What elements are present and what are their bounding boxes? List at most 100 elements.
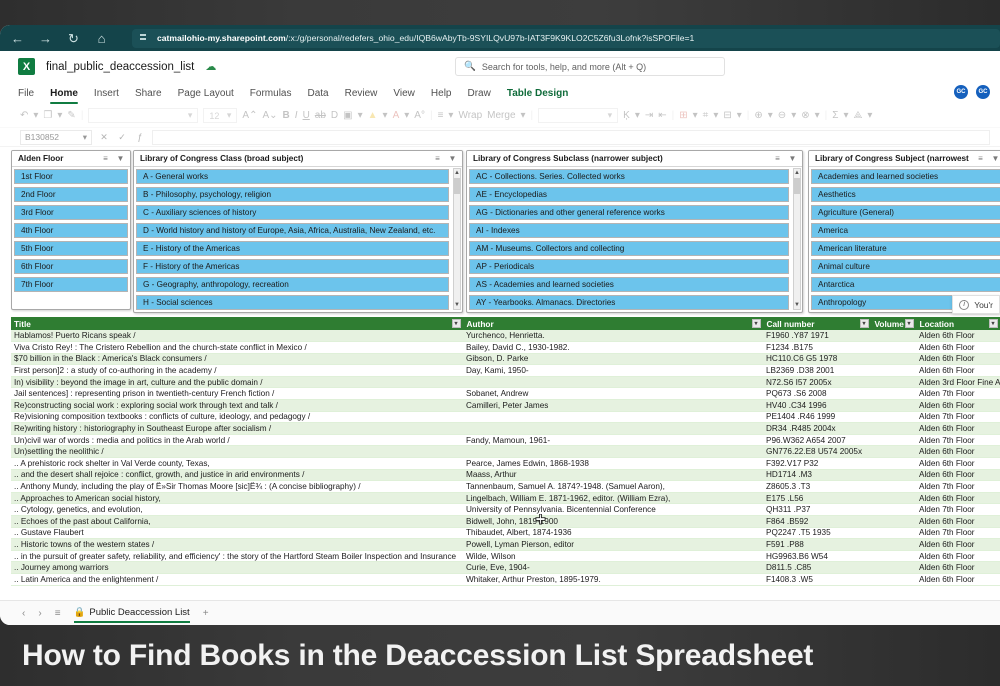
cell-location[interactable]: Alden 3rd Floor Fine Arts (916, 376, 1000, 389)
format-painter-icon[interactable]: ✎ (67, 110, 76, 121)
cell-location[interactable]: Alden 6th Floor (916, 330, 1000, 343)
cell-volume[interactable] (871, 503, 916, 516)
slicer-item[interactable]: AC - Collections. Series. Collected work… (469, 169, 789, 184)
cell-title[interactable]: Re)writing history : historiography in S… (11, 422, 463, 435)
scroll-down-icon[interactable]: ▼ (794, 302, 800, 308)
slicer-item[interactable]: Academies and learned societies (811, 169, 1000, 184)
cell-volume[interactable] (871, 480, 916, 493)
table-row[interactable]: Jail sentences] : representing prison in… (11, 387, 1000, 401)
cell-author[interactable]: Tannenbaum, Samuel A. 1874?-1948. (Samue… (463, 480, 763, 493)
clear-format-icon[interactable]: A° (414, 110, 425, 121)
cell-location[interactable]: Alden 7th Floor (916, 434, 1000, 447)
clear-filter-icon[interactable]: ▼ (788, 154, 797, 163)
cell-call-number[interactable]: D811.5 .C85 (763, 561, 871, 574)
clear-filter-icon[interactable]: ▼ (448, 154, 457, 163)
cell-author[interactable] (463, 411, 763, 424)
add-sheet-icon[interactable]: + (202, 607, 209, 619)
cell-volume[interactable] (871, 434, 916, 447)
column-header-call-number[interactable]: Call number ▾ (763, 317, 872, 330)
cell-volume[interactable] (871, 445, 916, 459)
clear-filter-icon[interactable]: ▼ (991, 154, 1000, 163)
table-row[interactable]: .. A prehistoric rock shelter in Val Ver… (11, 457, 1000, 470)
fill-color-icon[interactable]: ▣ (343, 110, 353, 121)
ribbon-tab-formulas[interactable]: Formulas (249, 87, 292, 99)
table-row[interactable]: .. Echoes of the past about California, B… (11, 515, 1000, 528)
scroll-up-icon[interactable]: ▲ (454, 170, 460, 176)
table-row[interactable]: .. Approaches to American social history… (11, 492, 1000, 505)
cell-location[interactable]: Alden 7th Floor (916, 527, 1000, 540)
formula-input[interactable] (152, 129, 990, 145)
merge-cells-button[interactable]: Merge (487, 110, 516, 121)
cell-call-number[interactable]: GN776.22.E8 U574 2005x (763, 445, 871, 459)
slicer-item[interactable]: B - Philosophy, psychology, religion (136, 187, 449, 202)
clear-icon[interactable]: ⟁ (853, 110, 863, 121)
cell-location[interactable]: Alden 6th Floor (916, 353, 1000, 366)
bold-button[interactable]: B (282, 110, 290, 121)
cell-volume[interactable] (871, 411, 916, 424)
slicer-item[interactable]: 1st Floor (14, 169, 128, 184)
slicer-item[interactable]: American literature (811, 241, 1000, 256)
cell-location[interactable]: Alden 6th Floor (916, 538, 1000, 551)
multi-select-icon[interactable]: ≡ (103, 154, 108, 163)
table-row[interactable]: .. in the pursuit of greater safety, rel… (11, 550, 1000, 563)
column-header-author[interactable]: Author ▾ (463, 317, 764, 330)
table-row[interactable]: Viva Cristo Rey! : The Cristero Rebellio… (11, 341, 1000, 354)
search-box[interactable]: 🔍 Search for tools, help, and more (Alt … (455, 57, 725, 76)
cell-location[interactable]: Alden 6th Floor (916, 515, 1000, 528)
next-sheet-icon[interactable]: › (38, 607, 42, 619)
shrink-font-icon[interactable]: A⌄ (262, 110, 278, 121)
italic-button[interactable]: I (294, 110, 298, 121)
cell-location[interactable]: Alden 6th Floor (916, 492, 1000, 505)
cell-title[interactable]: .. Journey among warriors (11, 561, 463, 574)
slicer-scrollbar[interactable]: ▲ ▼ (793, 168, 801, 310)
table-row[interactable]: .. Latin America and the enlightenment /… (11, 573, 1000, 586)
wrap-text-button[interactable]: Wrap (458, 110, 483, 121)
cell-location[interactable]: Alden 6th Floor (916, 457, 1000, 470)
column-filter-icon[interactable]: ▾ (859, 319, 869, 328)
cell-author[interactable]: Yurchenco, Henrietta. (463, 330, 763, 343)
scrollbar-thumb[interactable] (454, 178, 460, 194)
site-info-icon[interactable] (140, 33, 150, 43)
cell-location[interactable]: Alden 6th Floor (916, 399, 1000, 412)
cell-call-number[interactable]: PQ2247 .T5 1935 (763, 527, 871, 540)
cell-author[interactable]: Bailey, David C., 1930-1982. (463, 341, 763, 354)
cell-location[interactable]: Alden 6th Floor (916, 341, 1000, 354)
insert-function-icon[interactable]: ƒ (137, 132, 143, 142)
ribbon-tab-review[interactable]: Review (344, 87, 378, 99)
slicer-item[interactable]: AY - Yearbooks. Almanacs. Directories (469, 295, 789, 310)
cell-title[interactable]: Hablamos! Puerto Ricans speak / (11, 330, 463, 343)
cell-location[interactable]: Alden 7th Floor (916, 411, 1000, 424)
all-sheets-icon[interactable]: ≡ (54, 607, 61, 619)
cell-author[interactable]: Fandy, Mamoun, 1961- (463, 434, 763, 447)
cell-call-number[interactable]: F864 .B592 (763, 515, 871, 528)
percent-icon[interactable]: Ķ (623, 110, 630, 121)
avatar[interactable]: GC (954, 85, 968, 99)
multi-select-icon[interactable]: ≡ (775, 154, 780, 163)
cell-title[interactable]: In) visibility : beyond the image in art… (11, 376, 463, 389)
cell-title[interactable]: .. Gustave Flaubert (11, 527, 463, 540)
ribbon-tab-data[interactable]: Data (307, 87, 329, 99)
font-size-select[interactable]: 12 ▾ (203, 108, 238, 123)
table-row[interactable]: Un)civil war of words : media and politi… (11, 434, 1000, 447)
table-row[interactable]: In) visibility : beyond the image in art… (11, 376, 1000, 389)
cell-title[interactable]: Un)civil war of words : media and politi… (11, 434, 463, 447)
cell-call-number[interactable]: HC110.C6 G5 1978 (763, 353, 871, 366)
format-cells-icon[interactable]: ⊗ (801, 110, 810, 121)
spreadsheet-canvas[interactable]: Alden Floor ≡ ▼ 1st Floor 2nd Floor 3rd Floor… (0, 147, 1000, 609)
confirm-edit-icon[interactable]: ✓ (118, 131, 126, 142)
ribbon-tab-table-design[interactable]: Table Design (506, 87, 569, 99)
column-header-volume[interactable]: Volume ▾ (871, 317, 917, 330)
table-row[interactable]: Hablamos! Puerto Ricans speak / Yurchenco… (11, 330, 1000, 343)
cell-title[interactable]: $70 billion in the Black : America's Bla… (11, 353, 463, 366)
insert-cells-icon[interactable]: ⊕ (754, 110, 763, 121)
table-row[interactable]: .. Anthony Mundy, including the play of … (11, 480, 1000, 493)
cell-author[interactable]: Bidwell, John, 1819-1900 (463, 515, 763, 528)
cell-call-number[interactable]: DR34 .R485 2004x (763, 422, 871, 435)
slicer-item[interactable]: Aesthetics (811, 187, 1000, 202)
cell-title[interactable]: .. A prehistoric rock shelter in Val Ver… (11, 457, 463, 470)
cell-author[interactable] (463, 445, 763, 459)
cell-author[interactable]: Lingelbach, William E. 1871-1962, editor… (463, 492, 763, 505)
cell-author[interactable]: Curie, Eve, 1904- (463, 561, 763, 574)
slicer-item[interactable]: D - World history and history of Europe,… (136, 223, 449, 238)
cell-title[interactable]: .. Historic towns of the western states … (11, 538, 463, 551)
